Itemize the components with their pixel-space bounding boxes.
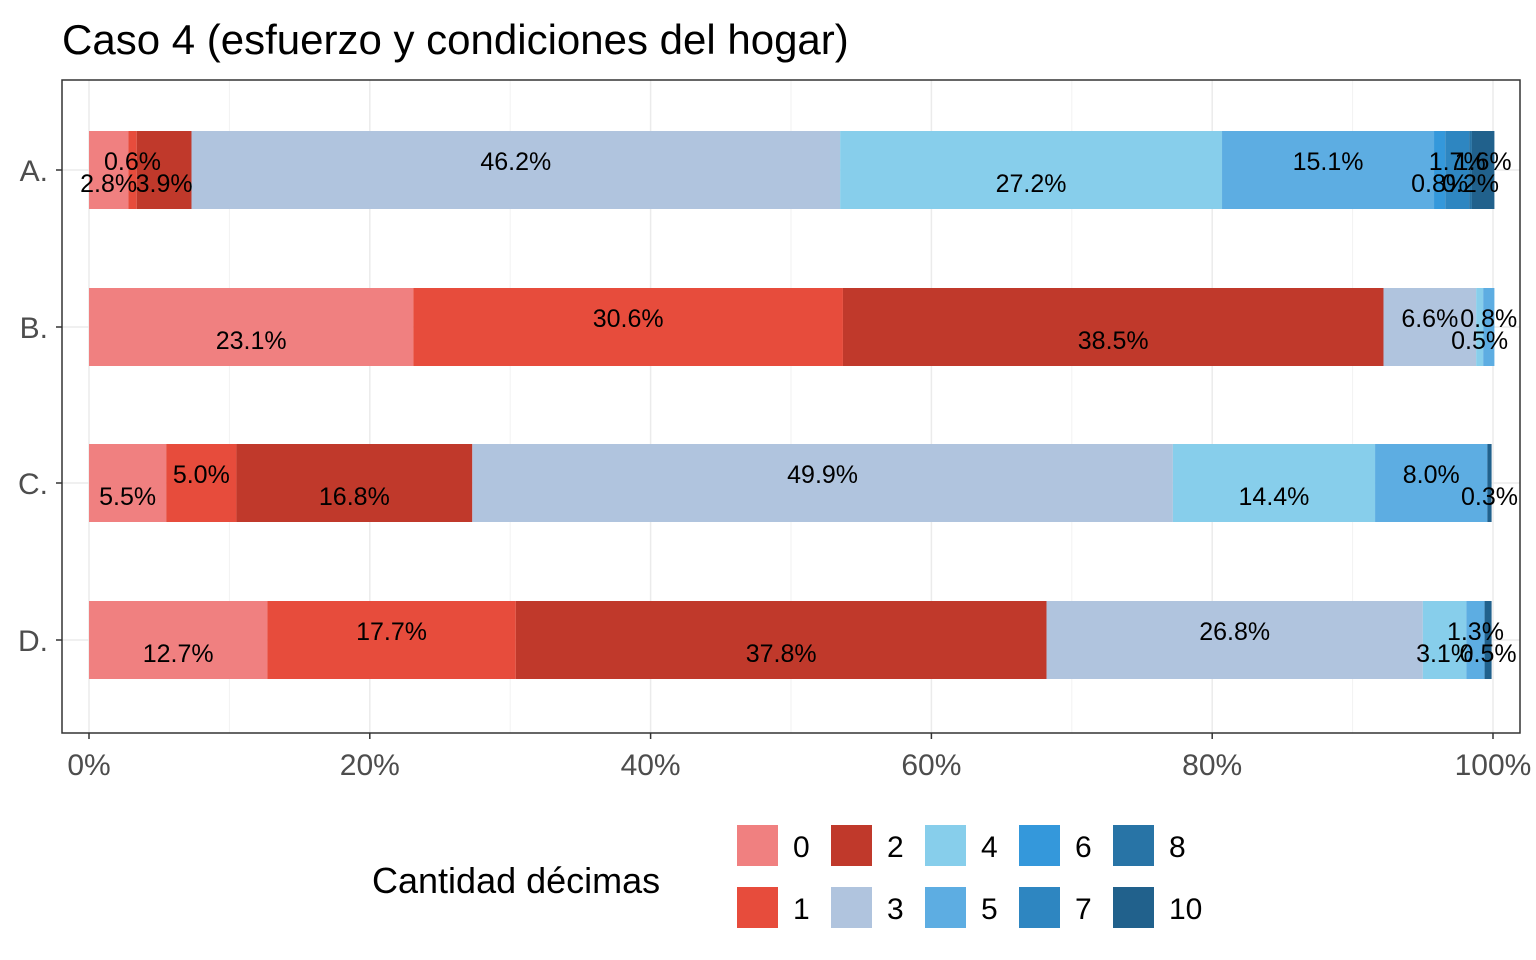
data-label: 23.1% <box>216 327 287 355</box>
x-tick-label: 0% <box>67 749 110 782</box>
data-label: 0.8% <box>1411 170 1468 198</box>
bar-segment-0 <box>89 131 129 209</box>
data-label: 26.8% <box>1199 618 1270 646</box>
legend-label: 8 <box>1169 831 1186 864</box>
legend-label: 1 <box>793 893 810 926</box>
bar-segment-5 <box>1222 131 1435 209</box>
legend-key-8 <box>1113 825 1154 866</box>
data-label: 0.8% <box>1460 305 1517 333</box>
data-label: 5.0% <box>173 461 230 489</box>
data-label: 2.8% <box>80 170 137 198</box>
x-tick-label: 60% <box>901 749 961 782</box>
y-tick-label: B. <box>20 312 48 345</box>
bar-segment-5 <box>1375 444 1488 522</box>
bar-segment-10 <box>1484 601 1492 679</box>
x-tick-label: 20% <box>340 749 400 782</box>
data-label: 1.6% <box>1455 148 1512 176</box>
data-label: 0.3% <box>1461 483 1518 511</box>
bar-segment-2 <box>236 444 473 522</box>
y-tick-label: D. <box>18 625 48 658</box>
data-label: 6.6% <box>1401 305 1458 333</box>
legend-key-5 <box>925 887 966 928</box>
legend-label: 3 <box>887 893 904 926</box>
data-label: 27.2% <box>996 170 1067 198</box>
bar-segment-10 <box>1487 444 1492 522</box>
bar-segment-4 <box>1476 288 1484 366</box>
plot-panel-border <box>61 79 1521 734</box>
bars <box>89 131 1495 679</box>
legend-label: 4 <box>981 831 998 864</box>
bar-segment-4 <box>1422 601 1467 679</box>
legend-label: 0 <box>793 831 810 864</box>
data-label: 8.0% <box>1403 461 1460 489</box>
legend: Cantidad décimas 0 1 2 3 4 5 6 7 8 10 <box>372 825 1202 928</box>
chart-title: Caso 4 (esfuerzo y condiciones del hogar… <box>62 16 849 63</box>
legend-key-1 <box>737 887 778 928</box>
bar-segment-1 <box>267 601 516 679</box>
data-label: 38.5% <box>1078 327 1149 355</box>
legend-key-3 <box>831 887 872 928</box>
bar-segment-0 <box>89 601 268 679</box>
data-label: 0.5% <box>1460 640 1517 668</box>
legend-label: 5 <box>981 893 998 926</box>
bar-segment-1 <box>166 444 237 522</box>
data-label: 37.8% <box>746 640 817 668</box>
legend-key-7 <box>1019 887 1060 928</box>
x-tick-label: 80% <box>1182 749 1242 782</box>
y-axis: A. B. C. D. <box>18 155 62 658</box>
data-label: 14.4% <box>1239 483 1310 511</box>
bar-segment-3 <box>191 131 841 209</box>
bar-segment-2 <box>136 131 192 209</box>
bar-segment-2 <box>842 288 1384 366</box>
data-label: 17.7% <box>356 618 427 646</box>
data-label: 12.7% <box>143 640 214 668</box>
data-label: 5.5% <box>99 483 156 511</box>
bar-segment-6 <box>1434 131 1446 209</box>
y-tick-label: A. <box>20 155 48 188</box>
data-label: 3.9% <box>136 170 193 198</box>
y-tick-label: C. <box>18 468 48 501</box>
data-label: 46.2% <box>480 148 551 176</box>
bar-segment-4 <box>1172 444 1376 522</box>
legend-key-6 <box>1019 825 1060 866</box>
legend-label: 6 <box>1075 831 1092 864</box>
legend-key-0 <box>737 825 778 866</box>
bar-segment-10 <box>1471 131 1495 209</box>
legend-key-4 <box>925 825 966 866</box>
data-label: 49.9% <box>787 461 858 489</box>
data-label: 0.5% <box>1451 327 1508 355</box>
bar-segment-0 <box>89 444 167 522</box>
data-label: 3.1% <box>1416 640 1473 668</box>
bar-segment-8 <box>1469 131 1472 209</box>
legend-label: 10 <box>1169 893 1202 926</box>
bar-segment-7 <box>1445 131 1470 209</box>
legend-key-10 <box>1113 887 1154 928</box>
data-label: 0.2% <box>1442 170 1499 198</box>
bar-segment-3 <box>1046 601 1423 679</box>
legend-label: 7 <box>1075 893 1092 926</box>
bar-segment-5 <box>1466 601 1485 679</box>
data-label: 30.6% <box>593 305 664 333</box>
bar-segment-0 <box>89 288 414 366</box>
bar-segment-4 <box>840 131 1223 209</box>
x-axis: 0% 20% 40% 60% 80% 100% <box>67 733 1531 782</box>
x-tick-label: 40% <box>621 749 681 782</box>
bar-segment-5 <box>1483 288 1495 366</box>
legend-title: Cantidad décimas <box>372 860 660 901</box>
legend-label: 2 <box>887 831 904 864</box>
bar-segment-1 <box>413 288 843 366</box>
data-label: 1.3% <box>1447 618 1504 646</box>
data-label: 16.8% <box>319 483 390 511</box>
bar-segment-2 <box>515 601 1047 679</box>
bar-segment-3 <box>1383 288 1477 366</box>
data-label: 1.7% <box>1429 148 1486 176</box>
bar-segment-1 <box>128 131 137 209</box>
data-label: 15.1% <box>1293 148 1364 176</box>
x-tick-label: 100% <box>1455 749 1532 782</box>
data-labels: 2.8%0.6%3.9%46.2%27.2%15.1%0.8%1.7%0.2%1… <box>80 148 1518 668</box>
data-label: 0.6% <box>104 148 161 176</box>
bar-segment-3 <box>472 444 1173 522</box>
legend-key-2 <box>831 825 872 866</box>
